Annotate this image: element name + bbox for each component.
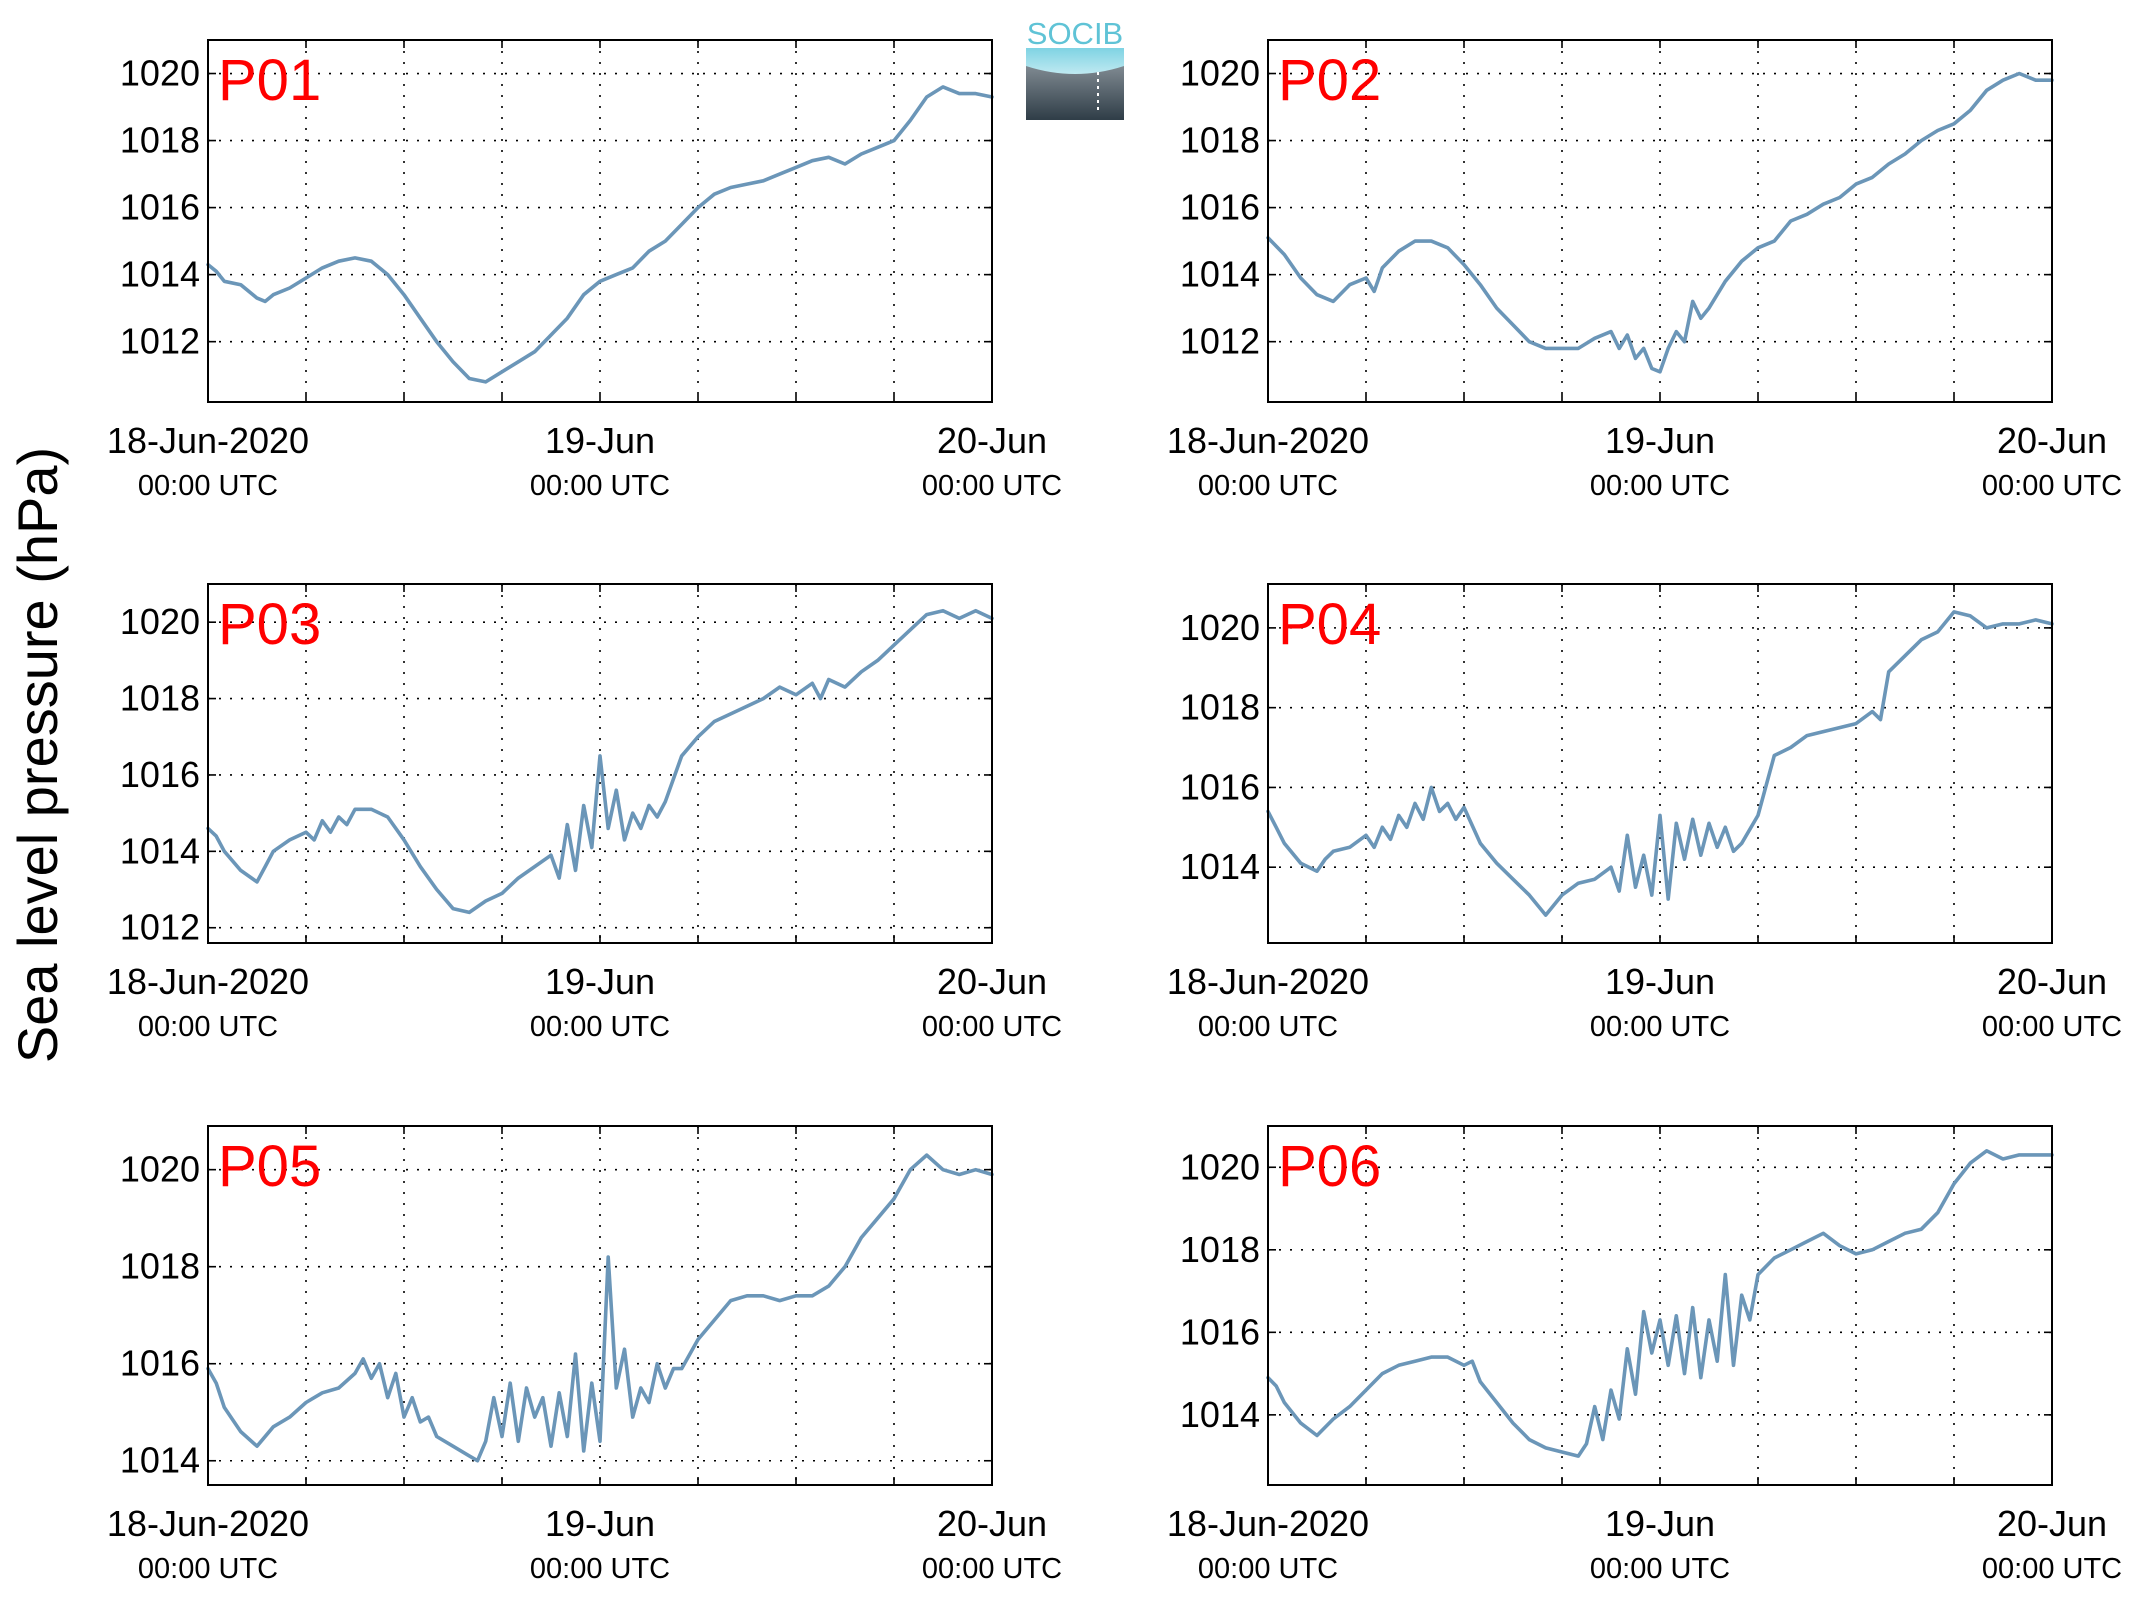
- y-tick-label: 1016: [120, 754, 200, 795]
- x-tick-label: 19-Jun: [545, 961, 655, 1002]
- x-tick-label: 18-Jun-2020: [107, 1503, 309, 1544]
- x-tick-label: 20-Jun: [937, 420, 1047, 461]
- series-line-p04: [1266, 610, 2054, 917]
- x-tick-label: 19-Jun: [545, 1503, 655, 1544]
- logo-text: SOCIB: [1027, 16, 1123, 51]
- series-line-p03: [206, 608, 994, 915]
- x-tick-sublabel: 00:00 UTC: [1982, 1011, 2122, 1043]
- y-tick-label: 1014: [1180, 254, 1260, 295]
- x-tick-label: 18-Jun-2020: [107, 961, 309, 1002]
- series-line-p05: [206, 1153, 994, 1463]
- y-tick-label: 1012: [120, 321, 200, 362]
- axes-frame: [1267, 583, 2053, 944]
- y-tick-label: 1018: [1180, 120, 1260, 161]
- chart-panel-p04: 1014 1016 1018 1020 18-Jun-2020 00:00 UTC 19-J…: [1167, 583, 2122, 1043]
- panel-label-p03: P03: [218, 592, 321, 657]
- x-tick-sublabel: 00:00 UTC: [1198, 1011, 1338, 1043]
- y-tick-label: 1020: [1180, 607, 1260, 648]
- axes-frame: [1267, 39, 2053, 403]
- chart-panel-p02: 1012 1014 1016 1018 1020 18-Jun-2020 00:00 UTC…: [1167, 39, 2122, 502]
- y-tick-label: 1016: [120, 187, 200, 228]
- x-tick-sublabel: 00:00 UTC: [1590, 470, 1730, 502]
- y-tick-label: 1020: [1180, 1146, 1260, 1187]
- y-tick-label: 1018: [1180, 1229, 1260, 1270]
- x-tick-sublabel: 00:00 UTC: [1982, 1553, 2122, 1585]
- x-tick-sublabel: 00:00 UTC: [922, 470, 1062, 502]
- axes-frame: [1267, 1125, 2053, 1486]
- y-tick-label: 1018: [120, 120, 200, 161]
- x-tick-label: 18-Jun-2020: [1167, 1503, 1369, 1544]
- axes-frame: [207, 583, 993, 944]
- x-tick-sublabel: 00:00 UTC: [138, 1553, 278, 1585]
- y-tick-label: 1018: [120, 678, 200, 719]
- x-tick-label: 20-Jun: [937, 961, 1047, 1002]
- panel-label-p04: P04: [1278, 592, 1381, 657]
- y-tick-label: 1014: [1180, 846, 1260, 887]
- x-tick-label: 20-Jun: [1997, 420, 2107, 461]
- x-tick-sublabel: 00:00 UTC: [1982, 470, 2122, 502]
- panel-label-p02: P02: [1278, 48, 1381, 113]
- x-tick-sublabel: 00:00 UTC: [1198, 470, 1338, 502]
- y-tick-label: 1020: [1180, 53, 1260, 94]
- axes-frame: [207, 1125, 993, 1486]
- y-tick-label: 1020: [120, 601, 200, 642]
- panel-label-p01: P01: [218, 48, 321, 113]
- x-tick-sublabel: 00:00 UTC: [922, 1553, 1062, 1585]
- x-tick-label: 20-Jun: [937, 1503, 1047, 1544]
- y-tick-label: 1014: [1180, 1394, 1260, 1435]
- x-tick-sublabel: 00:00 UTC: [922, 1011, 1062, 1043]
- x-tick-label: 20-Jun: [1997, 1503, 2107, 1544]
- x-tick-label: 19-Jun: [1605, 420, 1715, 461]
- plot-area: [1268, 40, 2052, 402]
- panel-label-p06: P06: [1278, 1134, 1381, 1199]
- y-tick-label: 1018: [1180, 687, 1260, 728]
- panel-label-p05: P05: [218, 1134, 321, 1199]
- socib-logo: SOCIB: [1026, 16, 1124, 120]
- x-tick-sublabel: 00:00 UTC: [1590, 1011, 1730, 1043]
- x-tick-label: 19-Jun: [1605, 961, 1715, 1002]
- y-axis-label: Sea level pressure (hPa): [6, 447, 69, 1063]
- chart-panel-p05: 1014 1016 1018 1020 18-Jun-2020 00:00 UTC 19-J…: [107, 1125, 1062, 1585]
- chart-panel-p01: 1012 1014 1016 1018 1020 18-Jun-2020 00:00 UTC…: [107, 39, 1062, 502]
- chart-panel-p06: 1014 1016 1018 1020 18-Jun-2020 00:00 UTC 19-J…: [1167, 1125, 2122, 1585]
- y-tick-label: 1018: [120, 1246, 200, 1287]
- series-line-p06: [1266, 1149, 2054, 1458]
- x-tick-sublabel: 00:00 UTC: [138, 470, 278, 502]
- axes-frame: [207, 39, 993, 403]
- plot-area: [1268, 1126, 2052, 1485]
- y-tick-label: 1016: [120, 1343, 200, 1384]
- x-tick-label: 19-Jun: [1605, 1503, 1715, 1544]
- x-tick-label: 20-Jun: [1997, 961, 2107, 1002]
- y-tick-label: 1014: [120, 1440, 200, 1481]
- chart-panel-p03: 1012 1014 1016 1018 1020 18-Jun-2020 00:00 UTC…: [107, 583, 1062, 1043]
- x-tick-label: 18-Jun-2020: [1167, 420, 1369, 461]
- logo-wave: [1026, 48, 1124, 74]
- x-tick-sublabel: 00:00 UTC: [138, 1011, 278, 1043]
- y-tick-label: 1012: [120, 907, 200, 948]
- x-tick-sublabel: 00:00 UTC: [530, 1011, 670, 1043]
- x-tick-sublabel: 00:00 UTC: [530, 470, 670, 502]
- y-tick-label: 1020: [120, 1149, 200, 1190]
- x-tick-label: 19-Jun: [545, 420, 655, 461]
- plot-area: [208, 40, 992, 402]
- plot-area: [1268, 584, 2052, 943]
- y-tick-label: 1014: [120, 254, 200, 295]
- y-tick-label: 1016: [1180, 766, 1260, 807]
- x-tick-label: 18-Jun-2020: [107, 420, 309, 461]
- x-tick-sublabel: 00:00 UTC: [1590, 1553, 1730, 1585]
- x-tick-sublabel: 00:00 UTC: [530, 1553, 670, 1585]
- y-tick-label: 1014: [120, 830, 200, 871]
- series-line-p01: [206, 85, 994, 384]
- y-tick-label: 1016: [1180, 1311, 1260, 1352]
- series-line-p02: [1266, 71, 2054, 374]
- chart-panels: 1012 1014 1016 1018 1020 18-Jun-2020 00:00 UTC…: [107, 39, 2122, 1585]
- y-tick-label: 1016: [1180, 187, 1260, 228]
- x-tick-sublabel: 00:00 UTC: [1198, 1553, 1338, 1585]
- x-tick-label: 18-Jun-2020: [1167, 961, 1369, 1002]
- y-tick-label: 1020: [120, 53, 200, 94]
- y-tick-label: 1012: [1180, 321, 1260, 362]
